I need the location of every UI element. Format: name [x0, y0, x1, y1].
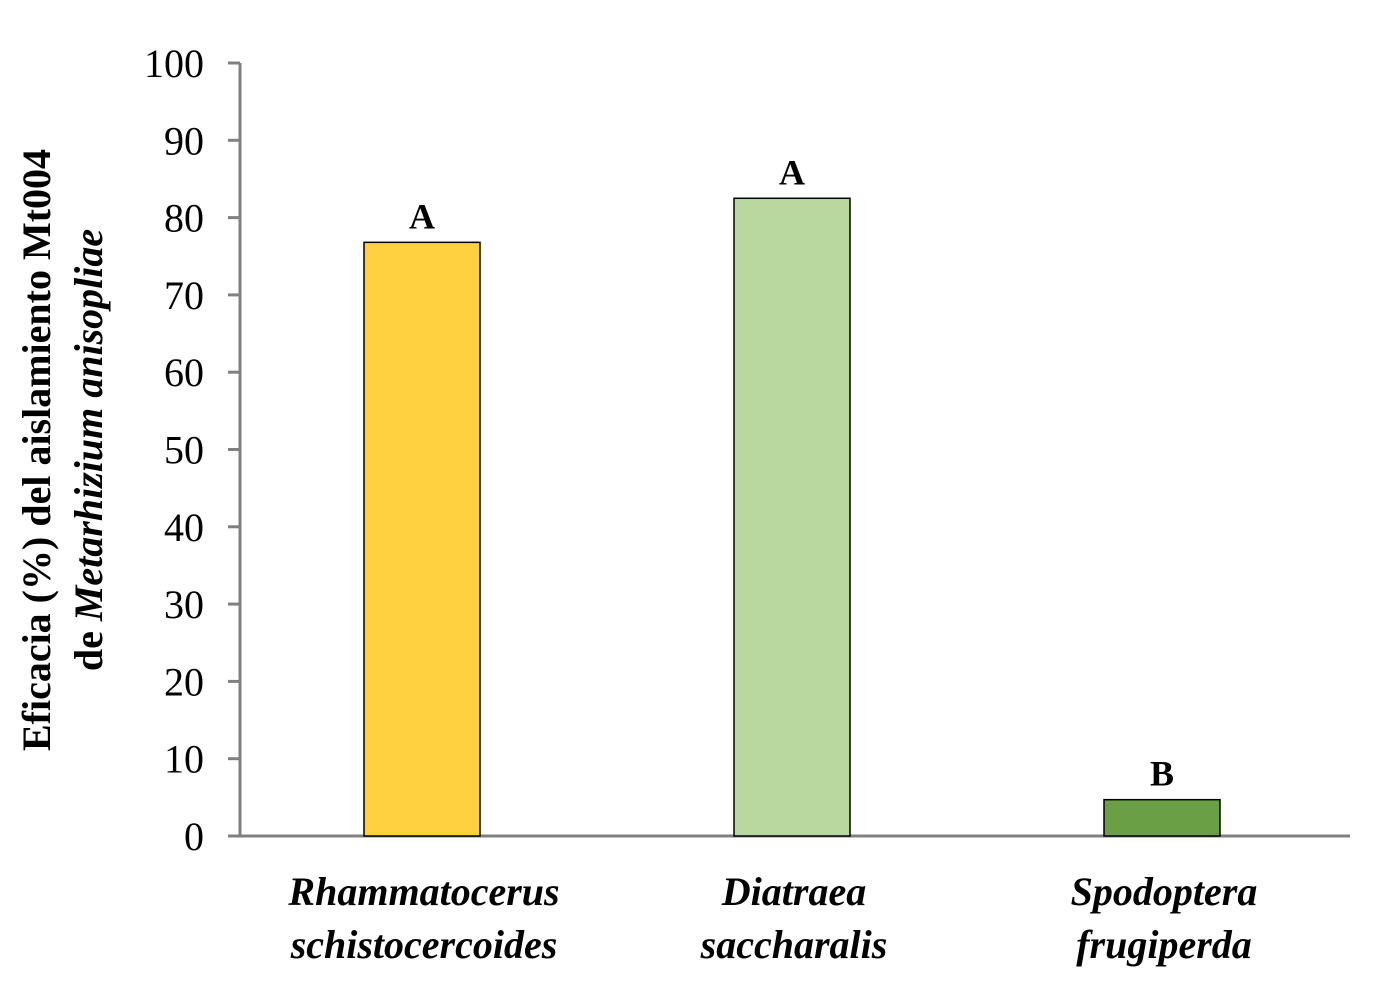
y-axis-title: Eficacia (%) del aislamiento Mt004 de Me…	[14, 149, 111, 751]
significance-label: B	[1150, 754, 1174, 794]
y-axis-title-line1: Eficacia (%) del aislamiento Mt004	[14, 149, 59, 751]
y-axis-title-line2: de Metarhizium anisopliae	[66, 229, 111, 671]
bar	[733, 197, 851, 837]
x-tick-label-line1: Spodoptera	[1071, 869, 1258, 914]
bar	[363, 241, 481, 837]
y-tick-label: 100	[144, 41, 204, 86]
y-tick-label: 40	[164, 505, 204, 550]
y-tick-label: 20	[164, 659, 204, 704]
y-tick-label: 60	[164, 350, 204, 395]
x-tick-label-line2: schistocercoides	[290, 922, 558, 967]
x-tick-label-line1: Diatraea	[721, 869, 866, 914]
y-tick-label: 90	[164, 118, 204, 163]
y-tick-label: 50	[164, 428, 204, 473]
significance-label: A	[779, 152, 805, 192]
x-tick-label-line1: Rhammatocerus	[287, 869, 559, 914]
x-tick-label-line2: frugiperda	[1076, 922, 1252, 967]
significance-label: A	[409, 196, 435, 236]
y-tick-label: 10	[164, 737, 204, 782]
labels: A Rhammatocerus schistocercoides A Diatraea s…	[287, 152, 1257, 967]
y-tick-label: 0	[184, 814, 204, 859]
y-tick-label: 70	[164, 273, 204, 318]
x-tick-label-line2: saccharalis	[700, 922, 888, 967]
y-tick-label: 80	[164, 196, 204, 241]
bars	[363, 197, 1221, 837]
bar	[1103, 798, 1221, 837]
y-tick-label: 30	[164, 582, 204, 627]
